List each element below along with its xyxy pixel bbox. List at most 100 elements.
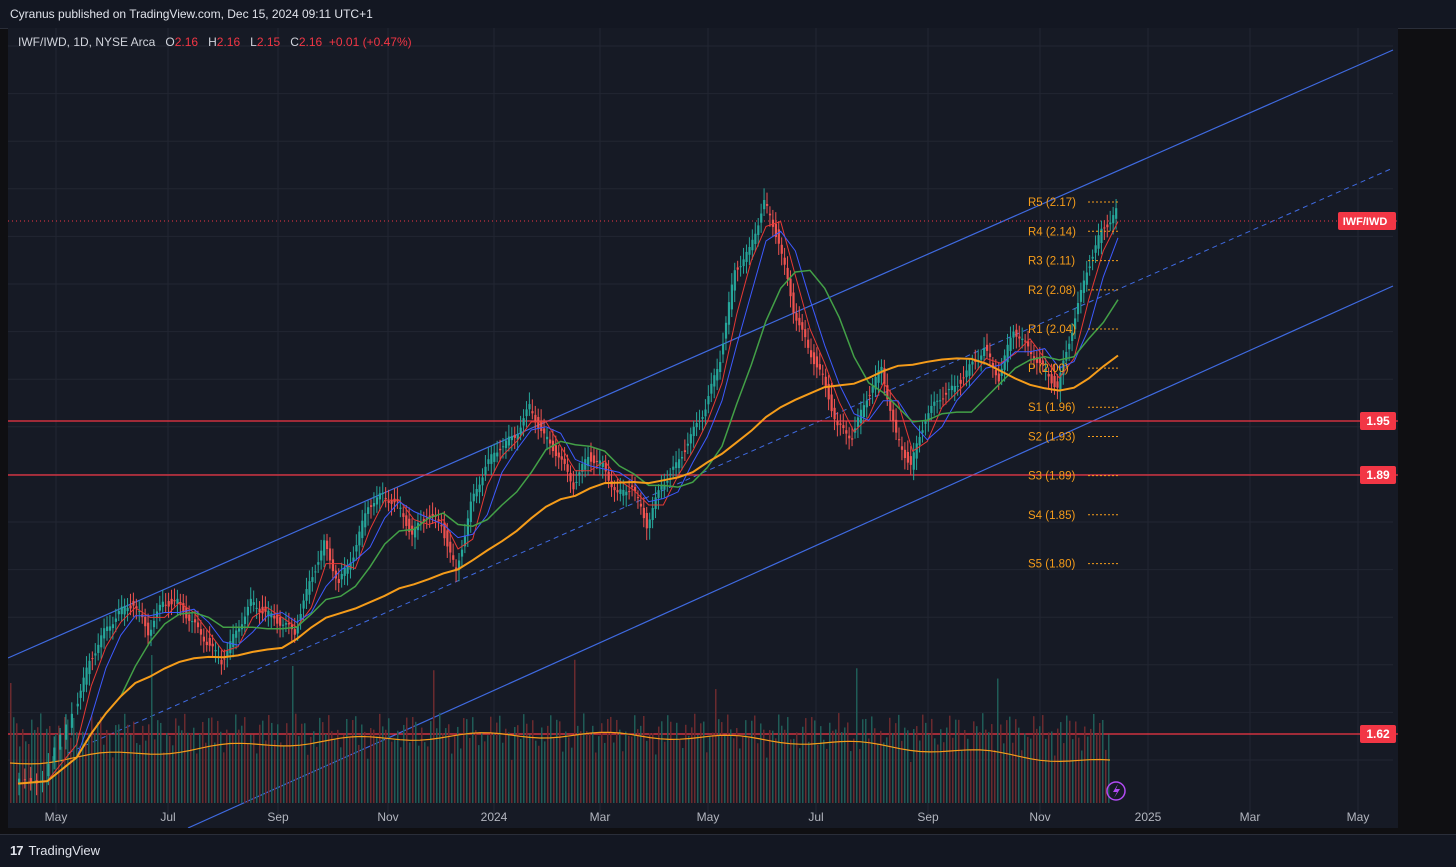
candle-body[interactable] — [23, 779, 27, 781]
candle-body[interactable] — [892, 409, 895, 421]
candle-body[interactable] — [672, 466, 675, 470]
candle-body[interactable] — [971, 361, 974, 365]
candle-body[interactable] — [123, 606, 126, 615]
candle-body[interactable] — [678, 459, 681, 469]
candle-body[interactable] — [120, 606, 123, 615]
candle-body[interactable] — [613, 487, 616, 491]
candle-body[interactable] — [801, 322, 804, 330]
candle-body[interactable] — [1091, 256, 1094, 259]
candle-body[interactable] — [1071, 332, 1074, 341]
candle-body[interactable] — [631, 485, 634, 488]
candle-body[interactable] — [798, 317, 801, 326]
candle-body[interactable] — [370, 505, 373, 507]
candle-body[interactable] — [194, 619, 197, 623]
candle-body[interactable] — [607, 471, 610, 481]
candle-body[interactable] — [745, 251, 748, 262]
candle-body[interactable] — [243, 616, 247, 625]
candle-body[interactable] — [540, 420, 543, 431]
candle-body[interactable] — [528, 404, 531, 410]
candle-body[interactable] — [862, 405, 865, 417]
candle-body[interactable] — [296, 626, 299, 634]
candle-body[interactable] — [994, 370, 997, 376]
candle-body[interactable] — [575, 481, 578, 483]
candle-body[interactable] — [375, 497, 379, 505]
candle-body[interactable] — [460, 549, 464, 557]
candle-body[interactable] — [736, 267, 739, 270]
candle-body[interactable] — [997, 373, 1000, 382]
chart-area[interactable]: 2.352.302.252.202.152.102.052.001.901.85… — [8, 28, 1398, 828]
candle-body[interactable] — [29, 778, 32, 783]
candle-body[interactable] — [1050, 374, 1053, 384]
candle-body[interactable] — [927, 413, 930, 421]
candle-body[interactable] — [249, 598, 252, 606]
candle-body[interactable] — [469, 501, 472, 523]
candle-body[interactable] — [988, 353, 992, 357]
candle-body[interactable] — [771, 219, 775, 227]
candle-body[interactable] — [777, 229, 780, 244]
candle-body[interactable] — [337, 579, 340, 584]
candle-body[interactable] — [1109, 222, 1112, 225]
candle-body[interactable] — [947, 389, 951, 391]
candle-body[interactable] — [930, 405, 933, 413]
candle-body[interactable] — [616, 490, 619, 493]
candle-body[interactable] — [939, 400, 942, 402]
candle-body[interactable] — [563, 458, 566, 464]
candle-body[interactable] — [704, 409, 707, 417]
candle-body[interactable] — [1015, 329, 1018, 337]
candle-body[interactable] — [384, 497, 387, 499]
candle-body[interactable] — [199, 629, 203, 635]
candle-body[interactable] — [898, 439, 901, 441]
candle-body[interactable] — [431, 513, 434, 517]
candle-body[interactable] — [135, 606, 138, 608]
candle-body[interactable] — [1065, 351, 1068, 361]
candle-body[interactable] — [812, 352, 816, 365]
candle-body[interactable] — [713, 375, 716, 387]
candle-body[interactable] — [481, 477, 484, 486]
candle-body[interactable] — [144, 616, 147, 627]
candle-body[interactable] — [276, 614, 279, 624]
candle-body[interactable] — [246, 606, 249, 616]
candle-body[interactable] — [830, 394, 833, 412]
candle-body[interactable] — [346, 565, 349, 574]
candle-body[interactable] — [422, 519, 425, 522]
candle-body[interactable] — [355, 545, 358, 552]
candle-body[interactable] — [522, 418, 525, 426]
candle-body[interactable] — [666, 481, 669, 483]
candle-body[interactable] — [543, 428, 546, 434]
candle-body[interactable] — [622, 489, 625, 496]
candle-body[interactable] — [1100, 228, 1103, 243]
candle-body[interactable] — [980, 355, 983, 360]
candle-body[interactable] — [1103, 227, 1106, 229]
candle-body[interactable] — [214, 650, 217, 652]
price-chart[interactable]: 2.352.302.252.202.152.102.052.001.901.85… — [8, 28, 1398, 828]
candle-body[interactable] — [689, 434, 692, 444]
candle-body[interactable] — [507, 436, 511, 446]
candle-body[interactable] — [915, 443, 918, 459]
candle-body[interactable] — [1106, 224, 1109, 228]
candle-body[interactable] — [91, 658, 94, 660]
candle-body[interactable] — [727, 302, 731, 325]
candle-body[interactable] — [147, 622, 150, 636]
candle-body[interactable] — [499, 448, 502, 451]
candle-body[interactable] — [675, 462, 678, 469]
candle-body[interactable] — [437, 519, 440, 521]
candle-body[interactable] — [466, 518, 469, 536]
candle-body[interactable] — [1035, 357, 1039, 363]
candle-body[interactable] — [202, 636, 205, 642]
candle-body[interactable] — [97, 644, 100, 653]
candle-body[interactable] — [566, 464, 569, 472]
candle-body[interactable] — [936, 400, 939, 402]
candle-body[interactable] — [229, 641, 232, 654]
candle-body[interactable] — [305, 589, 308, 601]
candle-body[interactable] — [986, 344, 989, 351]
candle-body[interactable] — [807, 339, 810, 348]
candle-body[interactable] — [314, 571, 317, 573]
candle-body[interactable] — [282, 624, 285, 626]
candle-body[interactable] — [472, 493, 475, 502]
candle-body[interactable] — [1097, 235, 1100, 249]
candle-body[interactable] — [252, 602, 255, 605]
candle-body[interactable] — [642, 507, 645, 519]
candle-body[interactable] — [754, 233, 757, 244]
candle-body[interactable] — [463, 535, 467, 547]
candle-body[interactable] — [1009, 337, 1012, 352]
